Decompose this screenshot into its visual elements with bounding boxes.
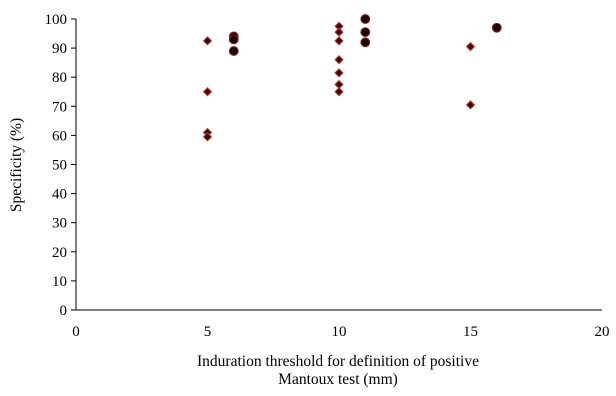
x-axis-label-line-1: Induration threshold for definition of p… (197, 353, 479, 370)
y-tick-label: 80 (52, 70, 67, 86)
y-axis-ticks: 0 10 20 30 40 50 60 70 80 90 100 (45, 12, 76, 319)
data-points (202, 14, 502, 142)
diamond-point (202, 132, 213, 142)
x-axis-label-line-2: Mantoux test (mm) (278, 371, 398, 388)
x-tick-label: 15 (463, 324, 478, 340)
diamond-point (334, 87, 344, 97)
y-tick-label: 90 (52, 41, 67, 57)
x-axis-ticks: 0 5 10 15 20 (72, 324, 609, 340)
diamond-point (465, 100, 476, 110)
y-tick-label: 10 (52, 274, 67, 290)
circle-point (228, 34, 239, 45)
circle-point (228, 46, 239, 56)
y-tick-label: 20 (52, 245, 67, 261)
x-tick-label: 0 (72, 324, 80, 340)
diamond-point (334, 27, 344, 37)
diamond-point (202, 36, 213, 46)
y-tick-label: 60 (52, 128, 67, 144)
y-tick-label: 0 (60, 303, 68, 319)
x-tick-label: 20 (595, 324, 610, 340)
y-axis-label: Specificity (%) (8, 118, 25, 212)
circle-point (360, 14, 371, 24)
circle-point (360, 27, 371, 37)
diamond-point (465, 41, 476, 52)
y-tick-label: 30 (52, 216, 67, 232)
y-tick-label: 70 (52, 99, 67, 115)
x-tick-label: 5 (204, 324, 212, 340)
circle-point (360, 37, 371, 48)
diamond-point (334, 55, 344, 65)
circle-point (491, 22, 502, 33)
x-tick-label: 10 (332, 324, 347, 340)
y-tick-label: 100 (45, 12, 68, 28)
y-tick-label: 50 (52, 158, 67, 174)
diamond-point (202, 87, 213, 97)
diamond-point (334, 68, 344, 78)
y-tick-label: 40 (52, 187, 67, 203)
diamond-point (334, 36, 344, 46)
